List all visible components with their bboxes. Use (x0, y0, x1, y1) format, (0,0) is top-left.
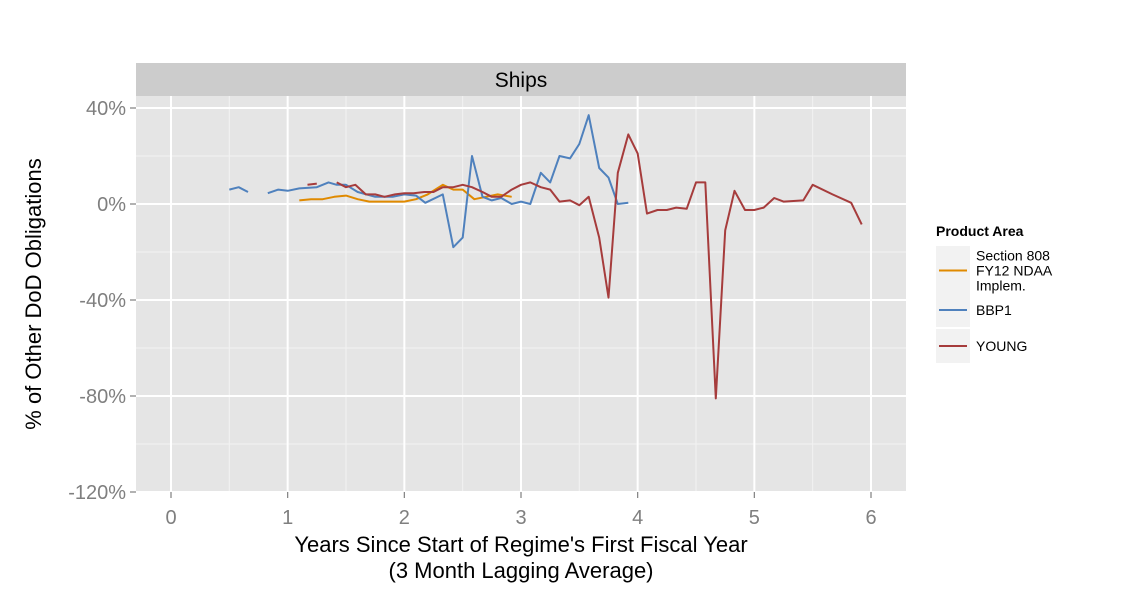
y-tick-labels: -120% -80% -40% 0% 40% (68, 98, 126, 504)
y-tick-label: 0% (97, 194, 126, 216)
y-tick-label: -40% (79, 290, 126, 312)
x-tick-label: 6 (865, 507, 876, 529)
x-tick-label: 2 (399, 507, 410, 529)
x-tick-label: 4 (632, 507, 643, 529)
x-axis-title-line2: (3 Month Lagging Average) (389, 558, 654, 583)
axis-ticks (130, 107, 872, 498)
series-line (307, 182, 317, 186)
legend-label: YOUNG (976, 338, 1027, 354)
legend-label: FY12 NDAA (976, 263, 1053, 279)
legend-label: BBP1 (976, 302, 1012, 318)
series-line (299, 183, 512, 203)
legend-label: Implem. (976, 278, 1026, 294)
x-tick-label: 0 (165, 507, 176, 529)
x-tick-label: 1 (282, 507, 293, 529)
series-line (267, 114, 629, 249)
x-tick-labels: 0 1 2 3 4 5 6 (165, 507, 876, 529)
series-layer (229, 114, 863, 400)
x-tick-label: 3 (515, 507, 526, 529)
y-tick-label: -120% (68, 482, 126, 504)
series-line (336, 133, 863, 400)
facet-strip (136, 63, 906, 96)
facet-strip-label: Ships (495, 69, 548, 92)
series-line (229, 186, 249, 193)
y-axis-title: % of Other DoD Obligations (21, 158, 46, 429)
y-tick-label: 40% (86, 98, 126, 120)
y-tick-label: -80% (79, 386, 126, 408)
x-tick-label: 5 (749, 507, 760, 529)
x-axis-title-line1: Years Since Start of Regime's First Fisc… (294, 532, 747, 557)
grid-major (136, 96, 906, 493)
legend-title: Product Area (936, 223, 1024, 239)
legend-label: Section 808 (976, 248, 1050, 264)
